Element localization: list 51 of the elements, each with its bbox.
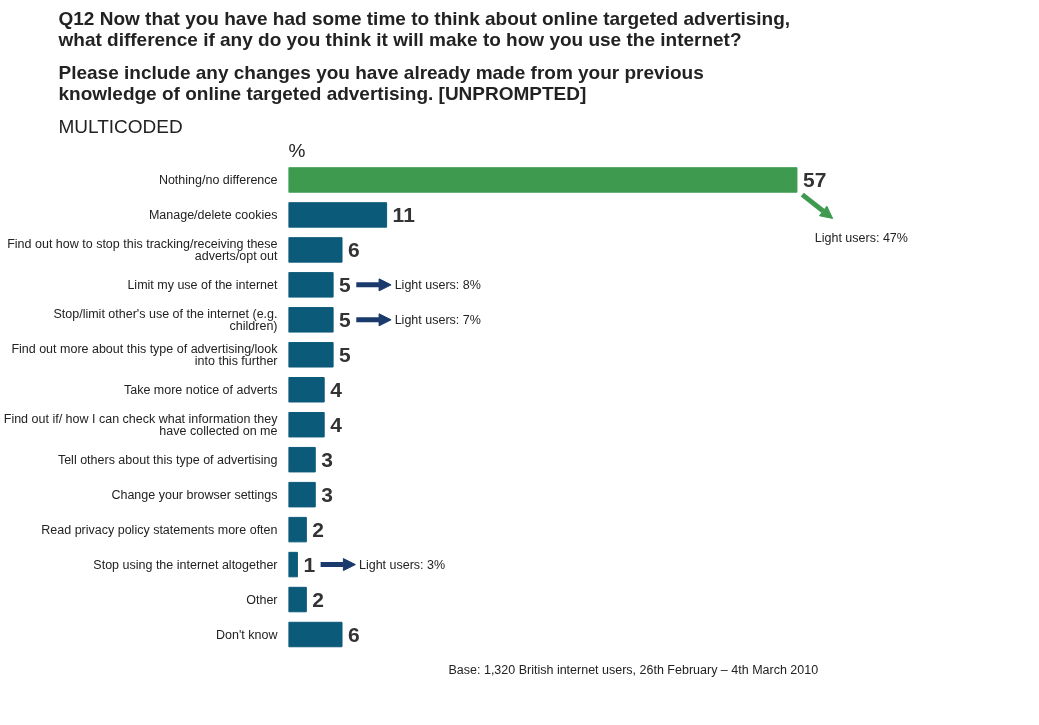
bar [288,481,316,508]
data-label: 5 [339,342,352,366]
data-label: 4 [330,412,343,436]
chart-title: Q12 Now that you have had some time to think about online targeted advertising, what difference if any do you think it will make to how you use the internet? [57,7,791,50]
text: MULTICODED [58,115,183,137]
bar [288,272,334,298]
bar [288,237,343,263]
data-label: 1 [303,552,316,576]
chart-subtitle: Please include any changes you have already made from your previous knowledge of online targeted advertising. [UNPROMPTED] [58,61,704,104]
y-tick-label: Nothing/no difference [158,172,278,187]
y-tick-label: Don't know [216,627,279,642]
y-tick-label: Take more notice of adverts [123,382,278,397]
annotation: Light users: 8% [394,277,481,292]
y-tick-label: Tell others about this type of advertising [57,452,278,467]
data-label: 5 [339,272,352,296]
y-tick-label: Find out if/ how I can check what information they have collected on me [3,411,279,438]
annotation: Light users: 7% [394,312,481,327]
data-label: 4 [330,377,343,401]
data-label: 57 [802,167,827,191]
data-label: 3 [321,482,333,506]
text: Light users: 47% [814,230,908,245]
bar [288,307,334,333]
data-label: 6 [348,237,360,261]
y-tick-label: Change your browser settings [111,487,278,502]
annotation: Light users: 3% [358,557,446,572]
text: Base: 1,320 British internet users, 26th February – 4th March 2010 [448,662,819,677]
y-tick-label: Find out how to stop this tracking/receiving these adverts/opt out [7,236,279,263]
bar [288,621,343,648]
y-tick-label: Limit my use of the internet [127,277,279,292]
data-label: 5 [339,307,352,331]
bar [288,586,307,613]
y-tick-label: Manage/delete cookies [148,207,278,222]
bar [288,377,325,403]
y-tick-label: Other [246,592,278,607]
y-tick-label: Stop/limit other's use of the internet (e.g. children) [53,306,278,333]
data-label: 2 [312,517,325,541]
y-tick-label: Stop using the internet altogether [93,557,278,572]
y-tick-label: Read privacy policy statements more often [41,522,278,537]
data-label: 6 [348,622,360,646]
bar [288,551,298,578]
data-label: 2 [312,587,325,611]
bar [288,342,334,368]
bar [288,202,388,228]
bar [288,516,307,543]
data-label: 3 [321,447,333,471]
bar [288,446,316,473]
bar [288,411,325,438]
data-label: 11 [392,202,416,226]
bar [288,167,798,193]
x-axis-title: % [288,139,306,161]
y-tick-label: Find out more about this type of advertising/look into this further [11,341,279,368]
